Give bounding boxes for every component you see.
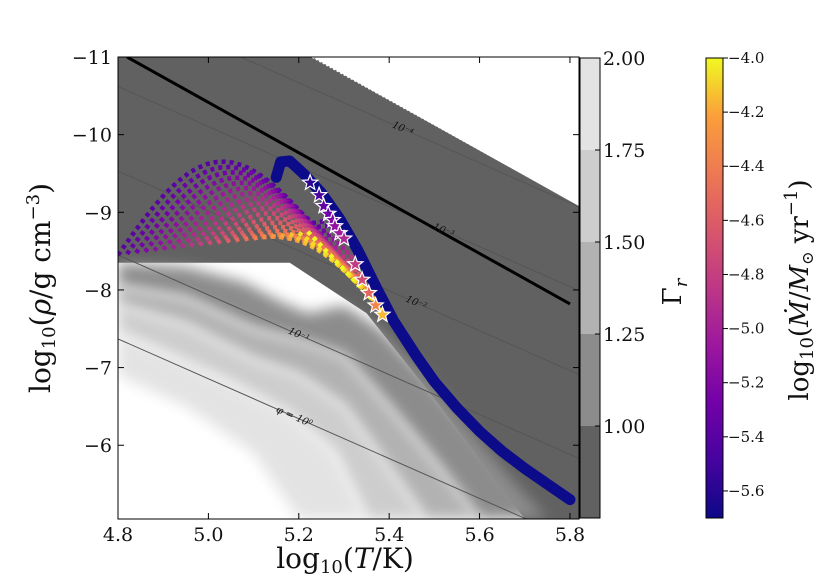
x-tick-label: 5.2 bbox=[284, 524, 314, 546]
x-tick-label: 5.6 bbox=[464, 524, 494, 546]
gamma-colorbar-frame bbox=[579, 57, 601, 519]
gamma-band bbox=[118, 286, 480, 519]
plot-frame bbox=[117, 56, 580, 520]
gamma-band bbox=[118, 332, 367, 519]
star-marker bbox=[366, 295, 385, 314]
mdot-tick-label: −5.2 bbox=[728, 374, 764, 392]
gamma-tick-label: 1.00 bbox=[603, 416, 645, 438]
x-axis-label: log10(T/K) bbox=[276, 542, 414, 578]
star-marker bbox=[309, 185, 329, 204]
y-axis-label: log10(ρ/g cm−3) bbox=[23, 183, 60, 393]
thick-boundary-line bbox=[126, 57, 571, 306]
gamma-tick-label: 1.50 bbox=[603, 232, 645, 254]
isoline bbox=[118, 338, 528, 519]
mdot-tick-label: −4.6 bbox=[728, 211, 764, 229]
gamma-colorbar: 1.00 1.25 1.50 1.75 2.00 bbox=[579, 48, 645, 519]
empty-region bbox=[321, 57, 579, 205]
mdot-tick-label: −4.2 bbox=[728, 103, 764, 121]
mdot-tick-label: −4.0 bbox=[728, 49, 764, 67]
mdot-colorbar bbox=[705, 57, 724, 519]
gamma-colorbar-band bbox=[580, 242, 600, 334]
y-axis-ticks: −11 −10 −9 −8 −7 −6 bbox=[72, 47, 579, 457]
gamma-tick-label: 1.75 bbox=[603, 140, 645, 162]
star-marker bbox=[373, 305, 392, 323]
mdot-tick-label: −5.4 bbox=[728, 428, 764, 446]
mdot-tick-label: −4.8 bbox=[728, 265, 764, 283]
mdot-colorbar-label: log10(Ṁ/M⊙ yr−1) bbox=[781, 179, 818, 400]
isoline bbox=[118, 86, 579, 292]
star-marker bbox=[325, 216, 345, 235]
plot-area bbox=[118, 57, 579, 519]
gamma-tick-label: 1.25 bbox=[603, 324, 645, 346]
y-tick-label: −8 bbox=[84, 280, 112, 302]
star-marker bbox=[300, 173, 320, 191]
mdot-tick-label: −4.4 bbox=[728, 157, 764, 175]
gamma-band bbox=[118, 262, 548, 519]
main-track bbox=[270, 155, 576, 506]
dotted-track bbox=[152, 180, 342, 253]
gamma-colorbar-band bbox=[580, 426, 600, 518]
mdot-tick-label: −5.6 bbox=[728, 482, 764, 500]
star-marker bbox=[334, 229, 354, 247]
phi-isolines bbox=[118, 57, 579, 519]
star-marker bbox=[314, 196, 333, 214]
gamma-band bbox=[118, 305, 426, 519]
isoline bbox=[118, 254, 579, 459]
isoline bbox=[239, 57, 579, 208]
mdot-colorbar-ticks: −4.0 −4.2 −4.4 −4.6 −4.8 −5.0 −5.2 −5.4 −5.6 bbox=[723, 49, 764, 500]
gamma-colorbar-band bbox=[580, 58, 600, 150]
gamma-tick-label: 2.00 bbox=[603, 48, 645, 70]
dotted-track bbox=[143, 175, 340, 254]
star-marker bbox=[352, 270, 372, 288]
y-tick-label: −7 bbox=[84, 358, 112, 380]
x-tick-label: 5.4 bbox=[374, 524, 404, 546]
star-marker bbox=[346, 254, 365, 273]
x-tick-label: 5.0 bbox=[193, 524, 223, 546]
y-tick-label: −11 bbox=[72, 47, 112, 69]
y-tick-label: −10 bbox=[72, 125, 112, 147]
x-tick-label: 5.8 bbox=[555, 524, 585, 546]
x-axis-ticks: 4.8 5.0 5.2 5.4 5.6 5.8 bbox=[103, 57, 585, 546]
y-tick-label: −9 bbox=[84, 202, 112, 224]
gamma-colorbar-label: Γr bbox=[658, 277, 692, 305]
mdot-tick-label: −5.0 bbox=[728, 320, 764, 338]
gamma-colorbar-band bbox=[580, 150, 600, 242]
dotted-track bbox=[125, 164, 334, 256]
gamma-colorbar-band bbox=[580, 334, 600, 426]
star-markers bbox=[300, 173, 392, 323]
star-marker bbox=[359, 283, 378, 301]
x-tick-label: 4.8 bbox=[103, 524, 133, 546]
y-tick-label: −6 bbox=[84, 435, 112, 457]
region-edge bbox=[311, 57, 579, 206]
